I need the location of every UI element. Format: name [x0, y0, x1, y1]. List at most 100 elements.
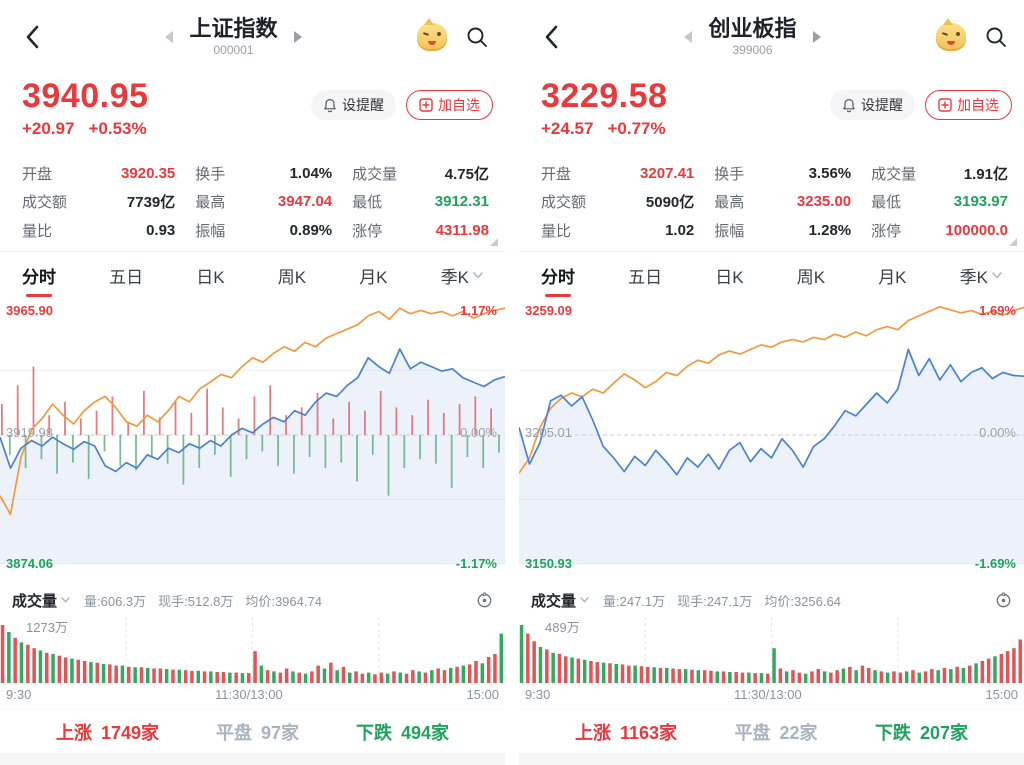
- stat-low: 最低 3193.97: [871, 193, 1008, 211]
- index-code: 000001: [213, 43, 254, 57]
- search-icon[interactable]: [984, 25, 1008, 49]
- stat-limit-up: 涨停 4311.98: [352, 221, 489, 240]
- time-axis: 9:30 11:30/13:00 15:00: [0, 685, 505, 709]
- volume-indicator-selector[interactable]: 成交量: [12, 590, 70, 611]
- stat-amount: 成交额 7739亿: [22, 194, 176, 211]
- set-alert-button[interactable]: 设提醒: [311, 90, 396, 120]
- add-watchlist-icon: [419, 98, 433, 112]
- chevron-down-icon: [992, 271, 1002, 279]
- volume-header: 成交量 量:247.1万 现手:247.1万 均价:3256.64: [519, 585, 1024, 615]
- stats-grid: 开盘 3207.41 换手 3.56% 成交量 1.91亿 成交额 5090亿 最高 32…: [519, 152, 1024, 252]
- avg-price: 均价:3256.64: [764, 593, 841, 609]
- add-watchlist-button[interactable]: 加自选: [925, 90, 1012, 120]
- action-buttons: 设提醒 加自选: [830, 90, 1012, 120]
- tab-minute[interactable]: 分时: [22, 263, 56, 288]
- back-chevron-icon: [545, 25, 558, 49]
- set-alert-label: 设提醒: [342, 97, 384, 113]
- time-close: 15:00: [466, 687, 499, 702]
- page-title: 上证指数: [189, 15, 278, 41]
- decliners[interactable]: 下跌 207家: [874, 722, 968, 743]
- avg-price: 均价:3964.74: [245, 593, 322, 609]
- advancers[interactable]: 上涨 1749家: [56, 722, 160, 743]
- back-button[interactable]: [535, 20, 569, 54]
- bottom-strip: [0, 753, 505, 765]
- tab-minute[interactable]: 分时: [541, 263, 575, 288]
- tab-monthly-k[interactable]: 月K: [878, 267, 907, 287]
- prev-index-icon[interactable]: [165, 31, 174, 43]
- page-title: 创业板指: [708, 15, 797, 41]
- prev-index-icon[interactable]: [684, 31, 693, 43]
- stat-volume: 成交量 4.75亿: [352, 165, 489, 183]
- search-icon[interactable]: [465, 25, 489, 49]
- add-watchlist-button[interactable]: 加自选: [406, 90, 493, 120]
- panel-divider: [505, 0, 519, 765]
- minute-chart[interactable]: 3259.09 1.69% 3205.01 0.00% 3150.93 -1.6…: [519, 298, 1024, 585]
- tab-5day[interactable]: 五日: [109, 267, 144, 287]
- unchanged[interactable]: 平盘 22家: [734, 722, 818, 743]
- stat-open: 开盘 3920.35: [22, 164, 176, 183]
- last-price: 3940.95: [22, 77, 149, 115]
- price-change: +24.57: [541, 119, 594, 138]
- time-close: 15:00: [985, 687, 1018, 702]
- stat-amplitude: 振幅 0.89%: [195, 221, 333, 240]
- chart-tabs: 分时 五日 日K 周K 月K 季K: [519, 252, 1024, 298]
- panel-chinext-index: 创业板指 399006 3229.58 +24.57 +0.77% 设提醒: [519, 0, 1024, 765]
- mascot-icon[interactable]: [417, 18, 447, 51]
- volume-value: 量:606.3万: [84, 593, 147, 609]
- mascot-icon[interactable]: [936, 18, 966, 51]
- set-alert-label: 设提醒: [861, 97, 903, 113]
- tab-weekly-k[interactable]: 周K: [796, 267, 826, 287]
- nav-header: 上证指数 000001: [0, 0, 505, 74]
- current-hands: 现手:247.1万: [677, 593, 753, 609]
- index-title-block: 上证指数 000001: [189, 15, 278, 57]
- tab-monthly-k[interactable]: 月K: [359, 267, 388, 287]
- settings-icon[interactable]: [476, 591, 493, 609]
- price-change-row: +20.97 +0.53%: [22, 119, 505, 139]
- price-section: 3940.95 +20.97 +0.53% 设提醒 加自选: [0, 74, 505, 152]
- tab-quarterly-k[interactable]: 季K: [441, 263, 483, 288]
- market-breadth: 上涨 1163家 平盘 22家 下跌 207家: [519, 709, 1024, 753]
- expand-stats-icon[interactable]: [490, 238, 498, 246]
- volume-info: 量:606.3万 现手:512.8万 均价:3964.74: [84, 591, 322, 610]
- tab-quarterly-k[interactable]: 季K: [960, 263, 1002, 288]
- volume-chart[interactable]: 489万: [519, 615, 1024, 685]
- minute-chart[interactable]: 3965.90 1.17% 3919.98 0.00% 3874.06 -1.1…: [0, 298, 505, 585]
- tab-5day[interactable]: 五日: [628, 267, 663, 287]
- price-change-row: +24.57 +0.77%: [541, 119, 1024, 139]
- bell-icon: [843, 98, 855, 112]
- chevron-down-icon: [61, 597, 70, 603]
- volume-indicator-selector[interactable]: 成交量: [531, 590, 589, 611]
- stat-open: 开盘 3207.41: [541, 164, 695, 183]
- action-buttons: 设提醒 加自选: [311, 90, 493, 120]
- add-watchlist-label: 加自选: [957, 97, 999, 113]
- time-midday: 11:30/13:00: [215, 687, 283, 702]
- header-center: 创业板指 399006: [569, 15, 936, 57]
- back-button[interactable]: [16, 20, 50, 54]
- unchanged[interactable]: 平盘 97家: [215, 722, 300, 743]
- stats-grid: 开盘 3920.35 换手 1.04% 成交量 4.75亿 成交额 7739亿 最高 39…: [0, 152, 505, 252]
- current-hands: 现手:512.8万: [158, 593, 234, 609]
- next-index-icon[interactable]: [812, 31, 821, 43]
- volume-chart[interactable]: 1273万: [0, 615, 505, 685]
- index-code: 399006: [732, 43, 773, 57]
- stat-volume-ratio: 量比 1.02: [541, 221, 695, 240]
- stat-amount: 成交额 5090亿: [541, 194, 695, 211]
- time-axis: 9:30 11:30/13:00 15:00: [519, 685, 1024, 709]
- panel-shanghai-index: 上证指数 000001 3940.95 +20.97 +0.53% 设提醒: [0, 0, 505, 765]
- advancers[interactable]: 上涨 1163家: [575, 722, 678, 743]
- set-alert-button[interactable]: 设提醒: [830, 90, 915, 120]
- next-index-icon[interactable]: [293, 31, 302, 43]
- tab-weekly-k[interactable]: 周K: [277, 267, 307, 287]
- add-watchlist-icon: [938, 98, 952, 112]
- stat-volume: 成交量 1.91亿: [871, 165, 1008, 183]
- stat-high: 最高 3235.00: [714, 193, 852, 211]
- settings-icon[interactable]: [995, 591, 1012, 609]
- chart-tabs: 分时 五日 日K 周K 月K 季K: [0, 252, 505, 298]
- expand-stats-icon[interactable]: [1009, 238, 1017, 246]
- tab-daily-k[interactable]: 日K: [715, 267, 744, 287]
- price-section: 3229.58 +24.57 +0.77% 设提醒 加自选: [519, 74, 1024, 152]
- volume-header: 成交量 量:606.3万 现手:512.8万 均价:3964.74: [0, 585, 505, 615]
- tab-daily-k[interactable]: 日K: [196, 267, 225, 287]
- decliners[interactable]: 下跌 494家: [355, 722, 449, 743]
- bell-icon: [324, 98, 336, 112]
